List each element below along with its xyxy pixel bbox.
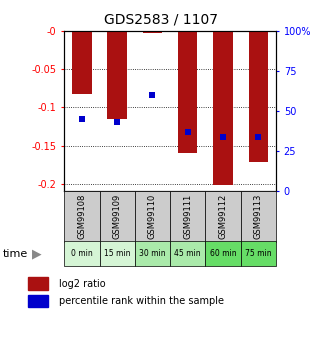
- FancyBboxPatch shape: [241, 241, 276, 266]
- FancyBboxPatch shape: [170, 241, 205, 266]
- Text: GSM99111: GSM99111: [183, 194, 192, 239]
- Bar: [178, 31, 197, 153]
- Text: 15 min: 15 min: [104, 249, 130, 258]
- Text: time: time: [3, 249, 29, 258]
- Text: 45 min: 45 min: [175, 249, 201, 258]
- Bar: [108, 31, 127, 119]
- FancyBboxPatch shape: [241, 191, 276, 242]
- FancyBboxPatch shape: [205, 241, 241, 266]
- FancyBboxPatch shape: [64, 191, 100, 242]
- Text: GSM99113: GSM99113: [254, 194, 263, 239]
- Text: 30 min: 30 min: [139, 249, 166, 258]
- Text: GSM99108: GSM99108: [77, 194, 86, 239]
- Text: 0 min: 0 min: [71, 249, 93, 258]
- FancyBboxPatch shape: [170, 191, 205, 242]
- FancyBboxPatch shape: [205, 191, 241, 242]
- Bar: [28, 277, 48, 289]
- Text: GSM99110: GSM99110: [148, 194, 157, 239]
- Bar: [72, 31, 91, 94]
- FancyBboxPatch shape: [64, 241, 100, 266]
- Bar: [143, 31, 162, 32]
- Text: 60 min: 60 min: [210, 249, 236, 258]
- Bar: [28, 295, 48, 307]
- FancyBboxPatch shape: [100, 191, 135, 242]
- Text: log2 ratio: log2 ratio: [59, 278, 106, 288]
- Text: GSM99109: GSM99109: [113, 194, 122, 239]
- Text: 75 min: 75 min: [245, 249, 272, 258]
- Text: GSM99112: GSM99112: [219, 194, 228, 239]
- FancyBboxPatch shape: [100, 241, 135, 266]
- Text: percentile rank within the sample: percentile rank within the sample: [59, 296, 224, 306]
- Bar: [213, 31, 233, 185]
- FancyBboxPatch shape: [135, 191, 170, 242]
- FancyBboxPatch shape: [135, 241, 170, 266]
- Text: GDS2583 / 1107: GDS2583 / 1107: [103, 12, 218, 26]
- Text: ▶: ▶: [32, 247, 42, 260]
- Bar: [249, 31, 268, 162]
